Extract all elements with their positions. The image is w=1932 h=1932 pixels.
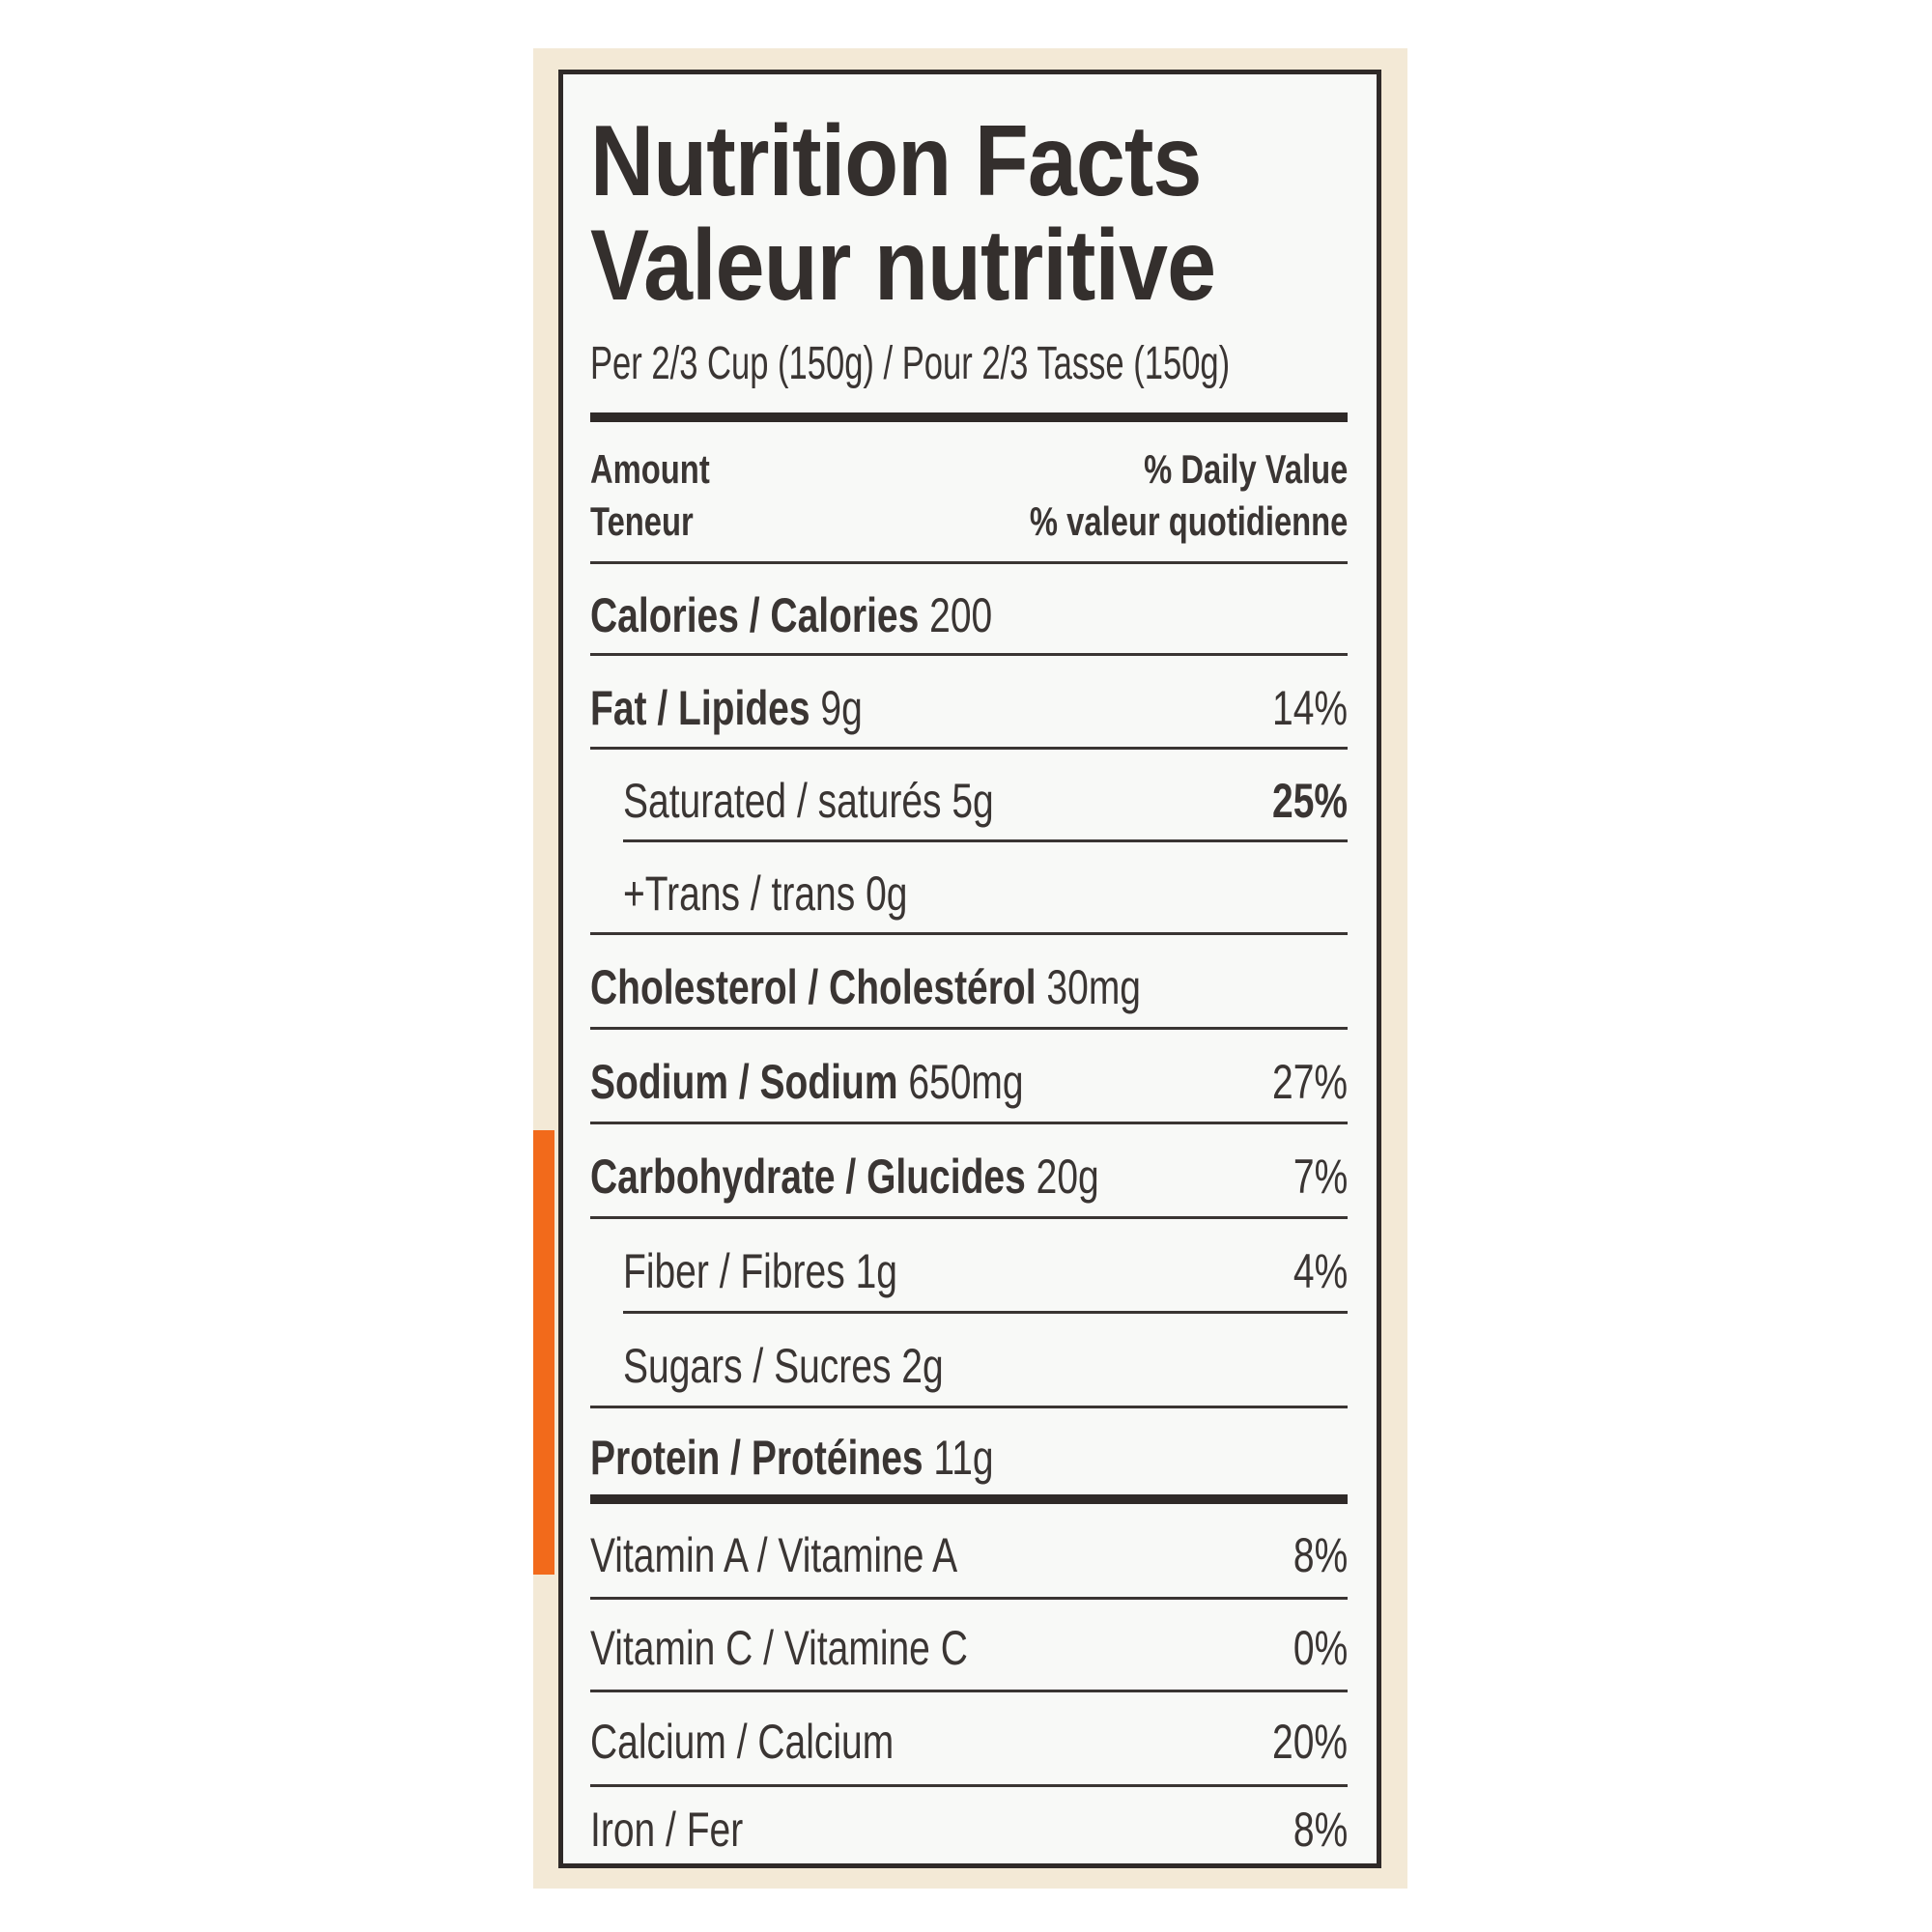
vitamin-dv: 8%: [1293, 1803, 1348, 1857]
rule: [590, 1216, 1348, 1219]
title-block: Nutrition Facts Valeur nutritive: [590, 109, 1300, 318]
row-cholesterol: Cholesterol / Cholestérol 30mg: [590, 952, 1348, 1023]
nutrient-amount: 11g: [933, 1431, 994, 1485]
nutrient-amount: 0g: [866, 867, 908, 921]
nutrient-dv: 14%: [1271, 681, 1348, 735]
vitamin-dv: 8%: [1293, 1528, 1348, 1582]
nutrient-label: Fat / Lipides: [590, 681, 810, 735]
serving-size: Per 2/3 Cup (150g) / Pour 2/3 Tasse (150…: [590, 337, 1479, 391]
rule: [590, 932, 1348, 935]
row-fat: Fat / Lipides 9g 14%: [590, 673, 1348, 743]
daily-value-header: % Daily Value % valeur quotidienne: [1030, 443, 1348, 548]
row-iron: Iron / Fer 8%: [590, 1794, 1348, 1865]
nutrient-amount: 30mg: [1046, 960, 1141, 1014]
vitamin-dv: 0%: [1293, 1621, 1348, 1675]
vitamin-label: Vitamin C / Vitamine C: [590, 1621, 968, 1675]
rule: [590, 1027, 1348, 1030]
row-vitamin-c: Vitamin C / Vitamine C 0%: [590, 1610, 1348, 1686]
nutrient-label: Carbohydrate / Glucides: [590, 1150, 1026, 1204]
nutrient-label: +Trans / trans: [623, 867, 856, 921]
row-trans: +Trans / trans 0g: [623, 859, 1348, 928]
vitamin-label: Calcium / Calcium: [590, 1715, 895, 1769]
row-protein: Protein / Protéines 11g: [590, 1423, 1348, 1492]
title-english: Nutrition Facts: [590, 105, 1202, 217]
rule: [590, 561, 1348, 564]
rule: [590, 1406, 1348, 1408]
vitamin-dv: 20%: [1271, 1715, 1348, 1769]
row-sugars: Sugars / Sucres 2g: [623, 1330, 1348, 1402]
rule: [590, 653, 1348, 656]
vitamin-label: Iron / Fer: [590, 1803, 744, 1857]
row-carbohydrate: Carbohydrate / Glucides 20g 7%: [590, 1141, 1348, 1212]
rule: [590, 1690, 1348, 1692]
nutrient-amount: 9g: [820, 681, 863, 735]
serving-size-text: Per 2/3 Cup (150g) / Pour 2/3 Tasse (150…: [590, 338, 1231, 389]
nutrient-label: Saturated / saturés: [623, 774, 942, 828]
rule: [590, 1122, 1348, 1124]
amount-header: Amount Teneur: [590, 443, 710, 548]
row-vitamin-a: Vitamin A / Vitamine A 8%: [590, 1518, 1348, 1593]
nutrient-label: Cholesterol / Cholestérol: [590, 960, 1037, 1014]
thick-rule-top: [590, 412, 1348, 422]
title-french: Valeur nutritive: [590, 210, 1216, 322]
nutrient-dv: 27%: [1271, 1055, 1348, 1109]
nutrient-dv: 25%: [1271, 774, 1348, 828]
row-calories: Calories / Calories 200: [590, 582, 1348, 649]
rule: [590, 1597, 1348, 1600]
nutrient-label: Fiber / Fibres: [623, 1244, 845, 1298]
nutrient-label: Sodium / Sodium: [590, 1055, 898, 1109]
nutrient-label: Calories / Calories: [590, 588, 920, 642]
nutrition-facts-label: Nutrition Facts Valeur nutritive Per 2/3…: [558, 70, 1381, 1868]
dv-fr: % valeur quotidienne: [1029, 498, 1348, 544]
dv-en: % Daily Value: [1143, 446, 1348, 492]
rule: [623, 839, 1348, 842]
nutrient-amount: 1g: [855, 1244, 897, 1298]
rule: [590, 747, 1348, 750]
thick-rule-vitamins: [590, 1494, 1348, 1504]
nutrient-dv: 7%: [1293, 1150, 1348, 1204]
nutrient-label: Sugars / Sucres: [623, 1339, 892, 1393]
nutrient-label: Protein / Protéines: [590, 1431, 923, 1485]
nutrient-amount: 200: [929, 588, 993, 642]
rule: [623, 1311, 1348, 1314]
amount-en: Amount: [590, 446, 710, 492]
row-sodium: Sodium / Sodium 650mg 27%: [590, 1046, 1348, 1118]
nutrient-amount: 2g: [901, 1339, 944, 1393]
column-header: Amount Teneur % Daily Value % valeur quo…: [590, 443, 1348, 550]
nutrient-amount: 5g: [952, 774, 994, 828]
nutrient-amount: 650mg: [908, 1055, 1024, 1109]
row-calcium: Calcium / Calcium 20%: [590, 1703, 1348, 1780]
nutrient-dv: 4%: [1293, 1244, 1348, 1298]
row-saturated: Saturated / saturés 5g 25%: [623, 766, 1348, 836]
vitamin-label: Vitamin A / Vitamine A: [590, 1528, 958, 1582]
nutrient-amount: 20g: [1036, 1150, 1099, 1204]
row-fiber: Fiber / Fibres 1g 4%: [623, 1236, 1348, 1307]
amount-fr: Teneur: [590, 498, 694, 544]
package-orange-stripe: [533, 1130, 554, 1575]
rule: [590, 1784, 1348, 1787]
